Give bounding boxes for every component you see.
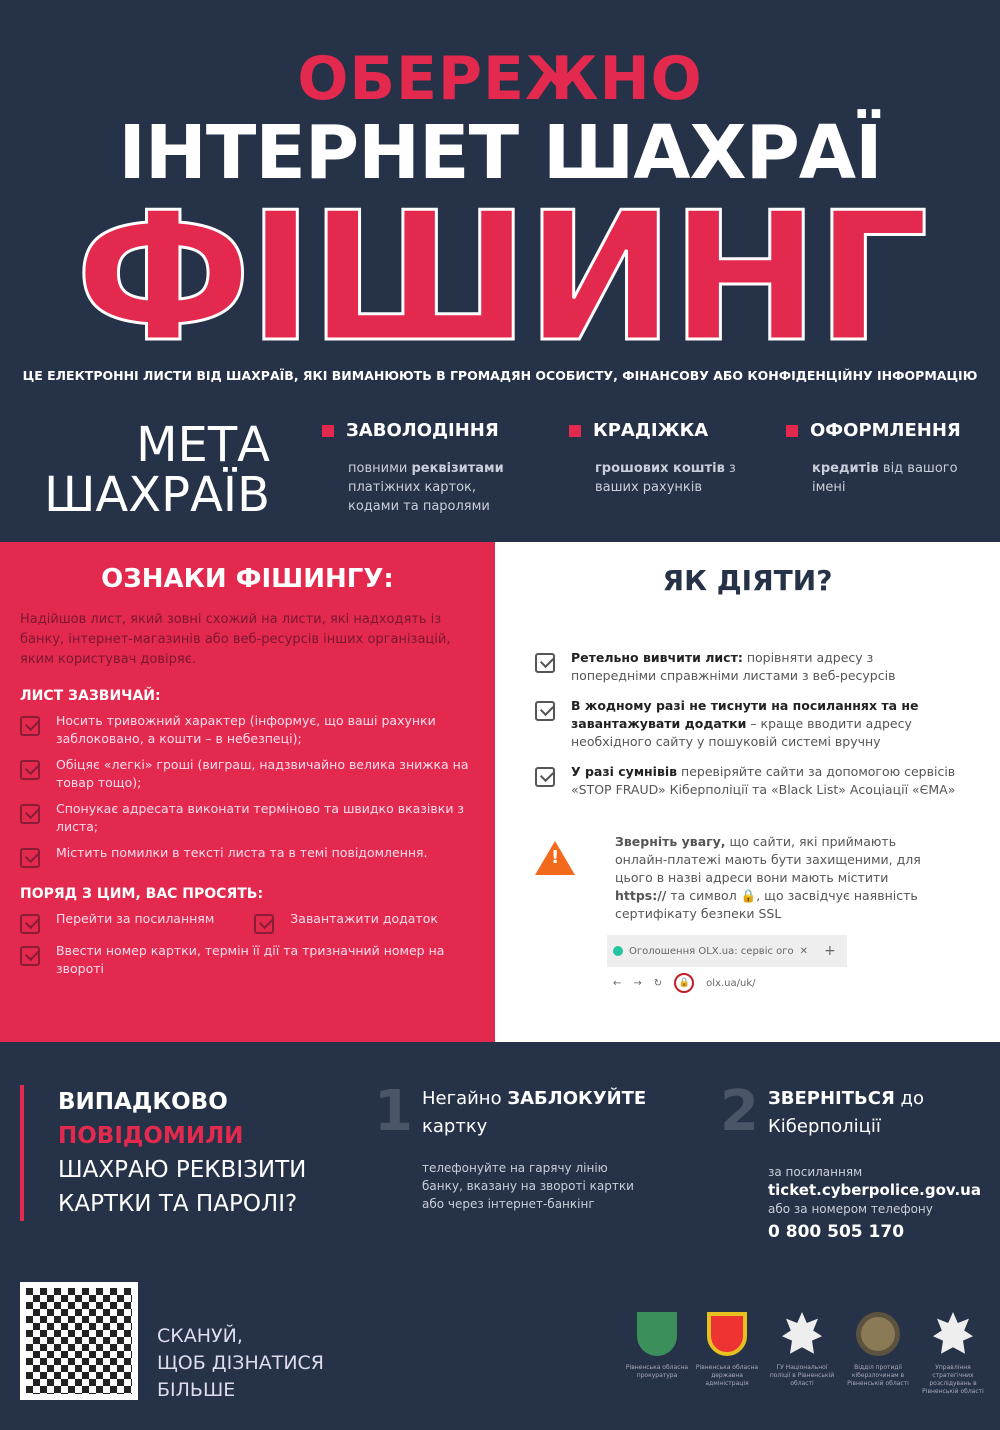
logo-police: ГУ Національної поліції в Рівненській об… <box>767 1312 837 1388</box>
emblem-icon <box>637 1312 677 1356</box>
emblem-icon <box>707 1312 747 1356</box>
cyberpolice-link[interactable]: ticket.cyberpolice.gov.ua <box>768 1181 981 1199</box>
qr-code[interactable] <box>20 1282 138 1400</box>
signs-intro: Надійшов лист, який зовні схожий на лист… <box>20 612 451 667</box>
logo-strategic: Управління стратегічних розслідувань в Р… <box>918 1312 988 1396</box>
logo-administration: Рівненська обласна державна адміністраці… <box>692 1312 762 1388</box>
goals-title-line: ШАХРАЇВ <box>44 467 270 523</box>
goal-text: кредитів від вашого імені <box>812 461 958 495</box>
goal-title: ОФОРМЛЕННЯ <box>810 420 961 441</box>
ssl-warning: ! Зверніть увагу, що сайти, які приймають… <box>535 833 940 923</box>
goal-title: ЗАВОЛОДІННЯ <box>346 420 499 441</box>
logo-cyberpolice: Відділ протидії кіберзлочинам в Рівненсь… <box>843 1312 913 1388</box>
checkbox-icon <box>20 946 40 966</box>
goal-item: ОФОРМЛЕННЯ кредитів від вашого імені <box>786 420 986 497</box>
list-item: Містить помилки в тексті листа та в темі… <box>20 844 475 868</box>
how-to-act-panel: ЯК ДІЯТИ? Ретельно вивчити лист: порівня… <box>495 542 1000 1042</box>
checkbox-icon <box>254 914 275 934</box>
plus-icon: + <box>824 943 836 959</box>
actions-title: ЯК ДІЯТИ? <box>662 564 833 597</box>
headline-phishing: ФІШИНГ <box>73 174 930 381</box>
asks-title: ПОРЯД З ЦИМ, ВАС ПРОСЯТЬ: <box>20 886 264 902</box>
list-item: Носить тривожний характер (інформує, що … <box>20 712 475 748</box>
goal-text: грошових коштів з ваших рахунків <box>595 461 736 495</box>
list-item: Перейти за посиланням <box>20 910 214 934</box>
action-item: В жодному разі не тиснути на посиланнях … <box>535 697 960 751</box>
question-block: ВИПАДКОВО ПОВІДОМИЛИ ШАХРАЮ РЕКВІЗИТИ КАРТК… <box>20 1085 306 1221</box>
scan-text: СКАНУЙ, ЩОБ ДІЗНАТИСЯ БІЛЬШЕ <box>157 1325 325 1401</box>
list-item: Спонукає адресата виконати терміново та … <box>20 800 475 836</box>
goal-title: КРАДІЖКА <box>593 420 709 441</box>
checkbox-icon <box>20 716 40 736</box>
reload-icon: ↻ <box>653 977 663 989</box>
goals-title: МЕТА ШАХРАЇВ <box>20 420 270 520</box>
step-2: 2 ЗВЕРНІТЬСЯ до Кіберполіції за посилання… <box>720 1079 981 1242</box>
usually-title: ЛИСТ ЗАЗВИЧАЙ: <box>20 688 161 704</box>
action-item: У разі сумнівів перевіряйте сайти за доп… <box>535 763 960 799</box>
square-bullet-icon <box>569 424 581 437</box>
phone-number[interactable]: 0 800 505 170 <box>768 1222 905 1242</box>
subtitle: ЦЕ ЕЛЕКТРОННІ ЛИСТИ ВІД ШАХРАЇВ, ЯКІ ВИМ… <box>22 368 978 383</box>
browser-tab: Оголошення OLX.ua: сервіс ого <box>629 945 794 957</box>
url-text: olx.ua/uk/ <box>706 977 756 989</box>
phishing-signs-panel: ОЗНАКИ ФІШИНГУ: Надійшов лист, який зовн… <box>0 542 495 1042</box>
checkbox-icon <box>20 760 40 780</box>
close-icon: ✕ <box>799 945 809 957</box>
action-item: Ретельно вивчити лист: порівняти адресу … <box>535 649 960 685</box>
warning-heading: ОБЕРЕЖНО <box>297 44 703 114</box>
browser-example: Оголошення OLX.ua: сервіс ого ✕ + ← → ↻ 🔒 olx.… <box>607 935 847 999</box>
checkbox-icon <box>535 701 555 721</box>
checkbox-icon <box>20 848 40 868</box>
emblem-icon <box>782 1312 822 1354</box>
goal-item: ЗАВОЛОДІННЯ повними реквізитами платіжних… <box>322 420 522 516</box>
lock-icon: 🔒 <box>674 973 695 993</box>
checkbox-icon <box>20 804 40 824</box>
square-bullet-icon <box>786 424 798 437</box>
goal-text: повними реквізитами платіжних карток, ко… <box>348 461 504 514</box>
list-item: Ввести номер картки, термін її дії та тр… <box>20 942 475 978</box>
emblem-icon <box>933 1312 973 1354</box>
goals-title-line: МЕТА <box>136 417 270 473</box>
signs-title: ОЗНАКИ ФІШИНГУ: <box>101 564 394 594</box>
list-item: Завантажити додаток <box>254 910 438 934</box>
back-icon: ← <box>613 977 622 989</box>
emblem-icon <box>856 1312 900 1356</box>
step-1: 1 Негайно ЗАБЛОКУЙТЕ картку телефонуйте на… <box>374 1079 647 1211</box>
square-bullet-icon <box>322 424 334 437</box>
forward-icon: → <box>633 977 642 989</box>
favicon-icon <box>613 946 623 956</box>
checkbox-icon <box>20 914 40 934</box>
list-item: Обіцяє «легкі» гроші (виграш, надзвичайн… <box>20 756 475 792</box>
title-heading: ІНТЕРНЕТ ШАХРАЇ <box>118 110 882 196</box>
checkbox-icon <box>535 653 555 673</box>
goal-item: КРАДІЖКА грошових коштів з ваших рахунків <box>569 420 769 497</box>
checkbox-icon <box>535 767 555 787</box>
warning-icon: ! <box>535 841 575 875</box>
logo-prosecutor: Рівненська обласна прокуратура <box>622 1312 692 1380</box>
